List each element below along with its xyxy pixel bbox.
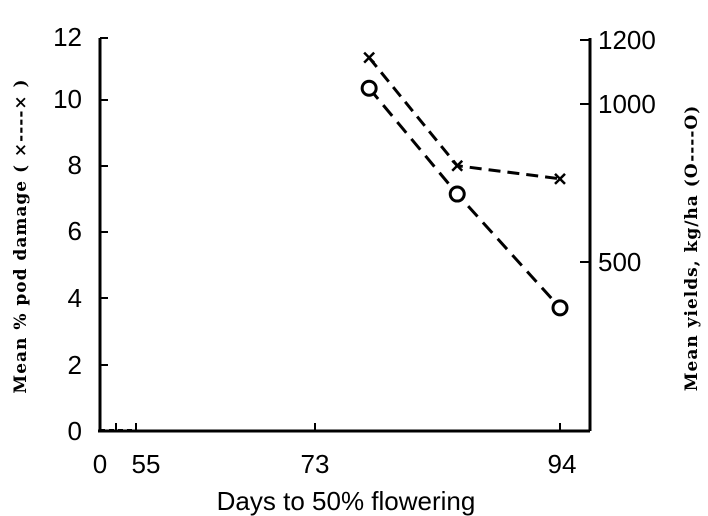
x-ticks: [115, 423, 561, 431]
left-y-tick-labels: 0 2 4 6 8 10 12: [53, 22, 82, 446]
right-y-ticks: [580, 39, 590, 263]
series-circle: [360, 79, 569, 317]
left-y-tick-label: 0: [68, 416, 82, 446]
data-point-cross: [451, 159, 464, 172]
data-point-circle: [360, 79, 378, 97]
left-y-tick-label: 10: [53, 84, 82, 114]
axes: [98, 38, 592, 433]
data-point-cross: [554, 172, 566, 185]
series-line-cross: [367, 56, 561, 181]
left-y-tick-label: 12: [53, 22, 82, 52]
data-point-cross: [363, 51, 376, 64]
left-y-tick-label: 4: [68, 283, 82, 313]
data-point-circle: [448, 185, 466, 203]
x-tick-label: 94: [548, 449, 577, 479]
left-y-tick-label: 8: [68, 150, 82, 180]
x-tick-label: 55: [132, 449, 161, 479]
right-y-tick-labels: 500 1000 1200: [598, 25, 656, 277]
left-y-axis-title: Mean % pod damage ( ×----× ): [11, 78, 31, 393]
x-tick-label: 0: [93, 449, 107, 479]
left-y-tick-label: 2: [68, 350, 82, 380]
data-point-circle: [551, 299, 569, 317]
right-y-tick-label: 1200: [598, 25, 656, 55]
x-tick-labels: 0 55 73 94: [93, 449, 577, 479]
right-y-axis-title: Mean yields, kg/ha (O----O): [682, 105, 702, 392]
right-y-tick-label: 500: [598, 247, 641, 277]
right-y-tick-label: 1000: [598, 89, 656, 119]
series-cross: [363, 51, 566, 185]
series-layer: [360, 51, 569, 317]
x-tick-label: 73: [301, 449, 330, 479]
x-axis-title: Days to 50% flowering: [217, 486, 476, 516]
left-y-tick-label: 6: [68, 216, 82, 246]
